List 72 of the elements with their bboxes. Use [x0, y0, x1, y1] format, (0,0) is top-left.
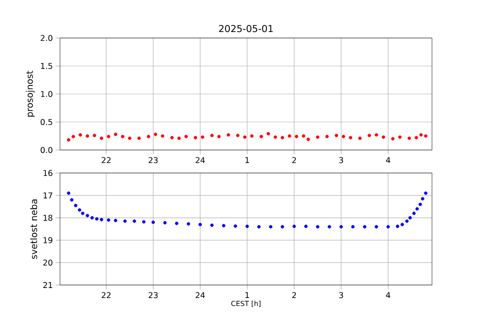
x-tick-label: 22	[102, 292, 110, 298]
x-tick-label: 2	[292, 157, 296, 164]
point	[74, 204, 78, 208]
point	[163, 221, 167, 224]
point	[418, 202, 422, 206]
point	[100, 218, 104, 222]
x-tick-label: 2	[292, 292, 296, 298]
point	[408, 216, 412, 220]
point	[400, 222, 404, 226]
point	[424, 191, 428, 195]
point	[90, 216, 94, 220]
point	[405, 219, 409, 223]
point	[339, 225, 343, 228]
chart-title: 2025-05-01	[219, 24, 273, 32]
x-tick-label: 1	[246, 157, 249, 163]
point	[114, 218, 118, 222]
point	[292, 224, 296, 228]
x-tick-label: 24	[196, 157, 205, 164]
y-axis-title: prosojnost	[26, 70, 35, 117]
point	[415, 207, 419, 211]
point	[362, 225, 366, 228]
point	[81, 212, 84, 216]
y-tick-label: 17	[44, 192, 52, 198]
x-tick-label: 23	[148, 157, 158, 164]
point	[66, 191, 70, 195]
point	[280, 225, 284, 228]
x-tick-label: 4	[386, 292, 390, 298]
y-tick-label: 16	[44, 170, 52, 176]
x-tick-label: 1	[246, 292, 249, 298]
point	[198, 222, 202, 226]
point	[374, 225, 378, 228]
point	[316, 225, 320, 228]
x-tick-label: 3	[339, 292, 344, 298]
point	[186, 222, 190, 226]
point	[132, 219, 136, 223]
x-tick-label: 4	[386, 157, 390, 163]
point	[268, 225, 272, 228]
point	[174, 222, 178, 226]
point	[142, 220, 146, 224]
y-tick-label: 0.5	[40, 118, 52, 126]
point	[245, 224, 249, 228]
x-tick-label: 3	[339, 157, 344, 164]
y-tick-label: 20	[43, 260, 52, 266]
point	[328, 225, 332, 228]
y-tick-label: 1.0	[41, 90, 52, 98]
point	[351, 225, 355, 228]
y-tick-label: 2.0	[40, 34, 52, 42]
point	[95, 217, 99, 221]
x-tick-label: 23	[148, 292, 158, 298]
point	[78, 208, 82, 212]
point	[234, 224, 238, 228]
point	[70, 198, 74, 202]
point	[412, 212, 416, 216]
point	[123, 219, 127, 223]
y-tick-label: 21	[43, 282, 52, 288]
point	[257, 225, 261, 228]
y-axis-title: svetlost neba	[30, 200, 38, 259]
point	[304, 224, 308, 228]
y-tick-label: 19	[44, 237, 52, 244]
y-tick-label: 0.0	[40, 146, 52, 154]
point	[210, 223, 214, 227]
point	[222, 224, 226, 228]
y-tick-label: 1.5	[41, 63, 52, 69]
point	[420, 197, 424, 200]
point	[386, 225, 390, 228]
point	[396, 224, 400, 228]
x-tick-label: 22	[102, 157, 110, 164]
point	[151, 220, 155, 224]
x-tick-label: 24	[196, 292, 205, 298]
y-tick-label: 18	[44, 214, 52, 221]
point	[86, 214, 90, 218]
point	[106, 218, 110, 222]
